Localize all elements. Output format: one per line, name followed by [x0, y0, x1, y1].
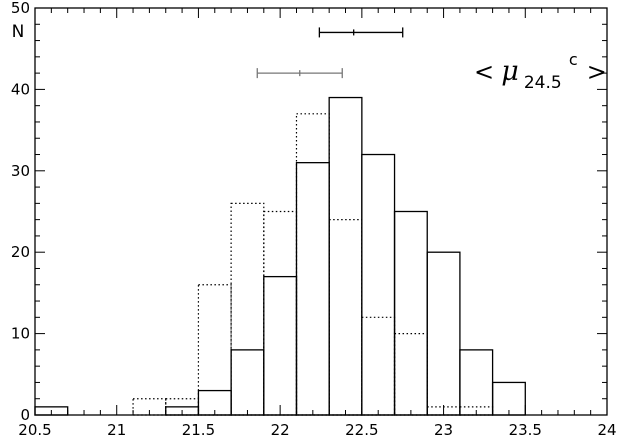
annotation-open: <	[474, 58, 494, 86]
y-axis-label: N	[12, 22, 25, 42]
solid-histogram-bar	[459, 349, 494, 416]
mu-annotation: < μ 24.5 c >	[474, 50, 607, 93]
y-tick-label: 20	[11, 243, 30, 261]
y-tick-label: 50	[11, 0, 30, 17]
solid-histogram-bar	[230, 349, 265, 416]
dotted-histogram-bar	[361, 316, 396, 416]
x-tick-label: 21	[107, 421, 126, 439]
x-tick-label: 23	[434, 421, 453, 439]
solid-histogram-bar	[328, 96, 363, 416]
dotted-histogram-bar	[263, 210, 298, 416]
axes-layer: 20.5 21 21.5 22 22.5 23 23.5 24 0 10 20 30 40 50	[11, 0, 617, 439]
solid-histogram-bar	[295, 162, 330, 416]
annotation-superscript: c	[569, 50, 578, 69]
dotted-histogram-bar	[230, 202, 265, 416]
y-tick-label: 40	[11, 80, 30, 98]
solid-histogram-bar	[426, 251, 461, 416]
y-tick-label: 10	[11, 325, 30, 343]
x-tick-label: 22	[271, 421, 290, 439]
y-tick-label: 30	[11, 162, 30, 180]
solid-histogram-bar	[263, 275, 298, 416]
dotted-histogram-bar	[393, 333, 428, 416]
annotation-mu: μ	[501, 56, 519, 87]
y-tick-label: 0	[20, 406, 30, 424]
solid-histogram-bar	[361, 153, 396, 416]
annotation-subscript: 24.5	[524, 73, 562, 93]
x-tick-label: 22.5	[345, 421, 378, 439]
dotted-histogram-bar	[197, 284, 232, 416]
annotation-close: >	[587, 58, 607, 86]
plot-frame	[34, 7, 608, 416]
plot-layer	[34, 27, 526, 416]
x-tick-label: 21.5	[182, 421, 215, 439]
dotted-histogram-bar	[328, 219, 363, 416]
solid-histogram-bar	[393, 210, 428, 416]
x-tick-label: 20.5	[18, 421, 51, 439]
x-tick-label: 23.5	[509, 421, 542, 439]
dotted-histogram-bar	[295, 113, 330, 416]
x-tick-label: 24	[597, 421, 616, 439]
